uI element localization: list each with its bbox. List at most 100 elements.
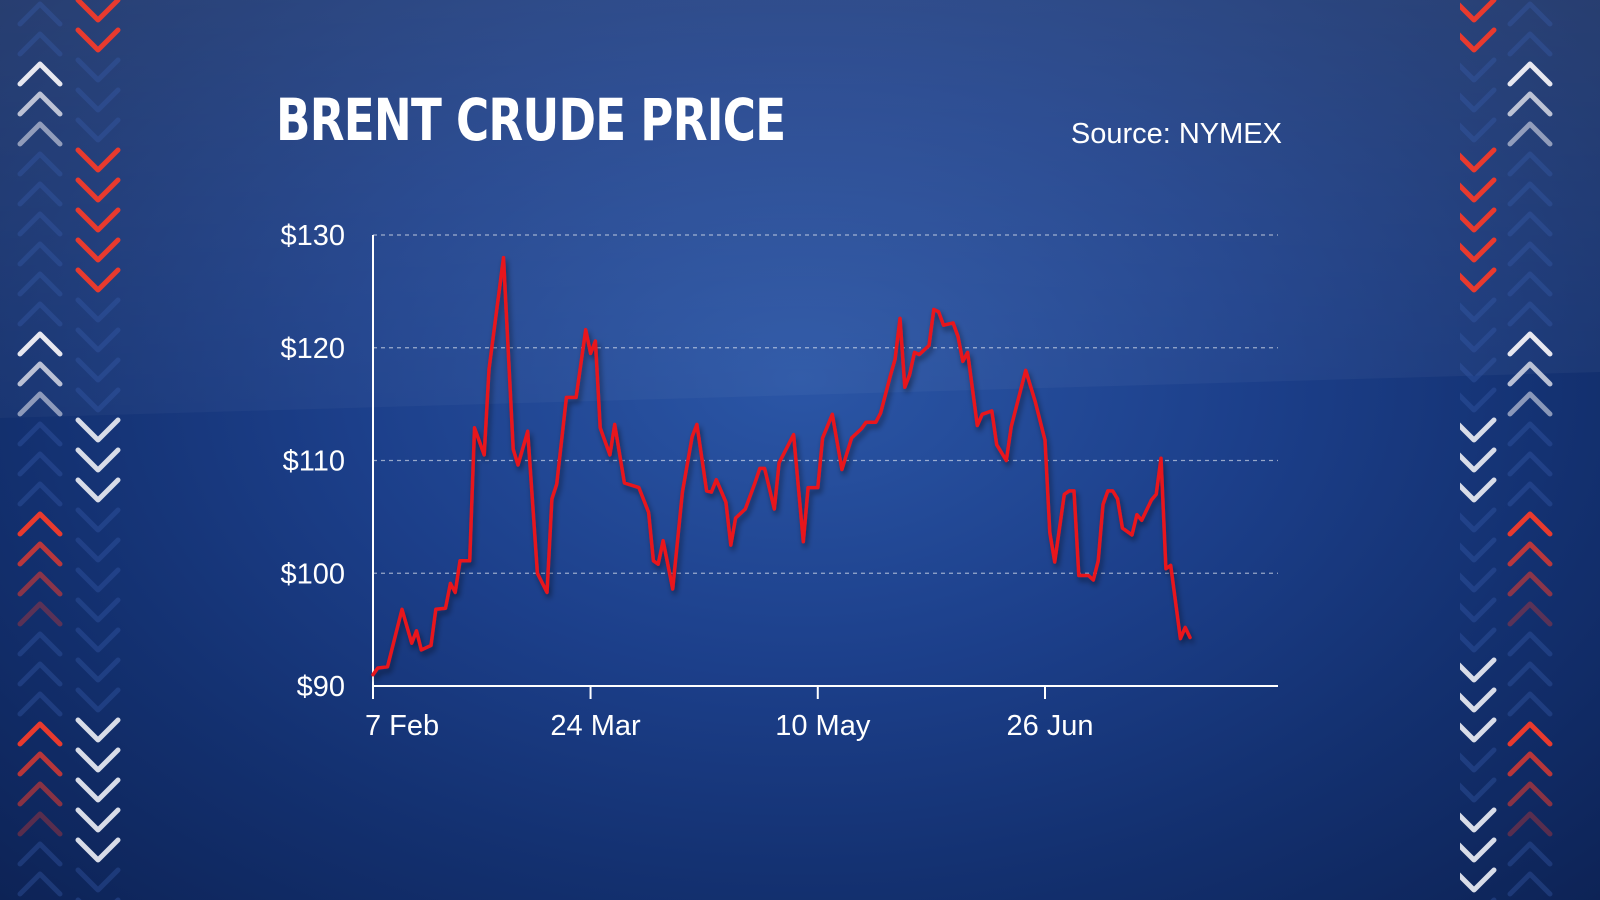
chevron-down-icon [75, 477, 121, 503]
chevron-down-icon [75, 627, 121, 653]
chevron-down-icon [1460, 687, 1497, 713]
chevron-up-icon [17, 391, 63, 417]
series-line [371, 255, 1192, 677]
chevron-down-icon [75, 777, 121, 803]
chevron-down-icon [75, 567, 121, 593]
tick-labels: $90 $100 $110 $120 $130 7 Feb 24 Mar 10 May 26 J… [280, 220, 1093, 742]
chevron-down-icon [75, 507, 121, 533]
chevron-down-icon [1460, 87, 1497, 113]
chevron-up-icon [1507, 31, 1553, 57]
chevron-up-icon [17, 181, 63, 207]
y-tick-label: $130 [280, 220, 345, 252]
chevron-up-icon [17, 151, 63, 177]
chevron-up-icon [17, 1, 63, 27]
chevron-up-icon [17, 61, 63, 87]
chevron-down-icon [75, 657, 121, 683]
chevron-down-icon [1460, 507, 1497, 533]
chevron-up-icon [1507, 721, 1553, 747]
chevron-down-icon [1460, 417, 1497, 443]
chevron-down-icon [75, 597, 121, 623]
chevron-up-icon [17, 661, 63, 687]
chevron-up-icon [17, 271, 63, 297]
chevron-up-icon [1507, 451, 1553, 477]
chevron-up-icon [17, 631, 63, 657]
chevron-up-icon [1507, 481, 1553, 507]
chevron-up-icon [1507, 871, 1553, 897]
chevron-up-icon [1507, 391, 1553, 417]
chevron-down-icon [1460, 657, 1497, 683]
chevron-up-icon [17, 841, 63, 867]
chevron-up-icon [17, 541, 63, 567]
chevron-down-icon [1460, 147, 1497, 173]
chevron-down-icon [75, 147, 121, 173]
y-tick-label: $90 [297, 671, 345, 703]
chevron-down-icon [1460, 807, 1497, 833]
gridlines [373, 234, 1278, 574]
x-tick-label: 24 Mar [550, 710, 641, 742]
chevron-up-icon [1507, 811, 1553, 837]
chevron-down-icon [75, 807, 121, 833]
chevron-up-icon [17, 361, 63, 387]
chevron-up-icon [1507, 661, 1553, 687]
chevron-down-icon [1460, 357, 1497, 383]
chevron-up-icon [17, 691, 63, 717]
chevron-up-icon [17, 121, 63, 147]
chevron-down-icon [75, 0, 121, 23]
chevron-down-icon [75, 357, 121, 383]
chevron-down-icon [75, 27, 121, 53]
chevron-down-icon [75, 237, 121, 263]
chevron-down-icon [1460, 447, 1497, 473]
chevron-up-icon [17, 721, 63, 747]
chevron-up-icon [17, 331, 63, 357]
chevron-down-icon [1460, 57, 1497, 83]
chevron-up-icon [17, 781, 63, 807]
y-tick-label: $100 [280, 558, 345, 590]
chevron-up-icon [1507, 331, 1553, 357]
chevron-up-icon [1507, 301, 1553, 327]
x-tick-label: 7 Feb [365, 710, 439, 742]
chevron-down-icon [75, 87, 121, 113]
chevron-down-icon [75, 717, 121, 743]
left-chevron-decoration [17, 0, 121, 900]
chevron-down-icon [1460, 297, 1497, 323]
chevron-up-icon [1507, 91, 1553, 117]
chevron-up-icon [17, 91, 63, 117]
chevron-down-icon [1460, 387, 1497, 413]
chevron-up-icon [1507, 751, 1553, 777]
chevron-down-icon [1460, 207, 1497, 233]
series-layer [371, 255, 1192, 677]
chevron-up-icon [1507, 121, 1553, 147]
chevron-up-icon [1507, 691, 1553, 717]
chevron-down-icon [75, 297, 121, 323]
axes [372, 235, 1278, 699]
chevron-up-icon [17, 871, 63, 897]
chevron-up-icon [1507, 511, 1553, 537]
chevron-up-icon [1507, 271, 1553, 297]
chevron-down-icon [75, 207, 121, 233]
chevron-down-icon [1460, 597, 1497, 623]
chevron-down-icon [75, 747, 121, 773]
x-tick-label: 26 Jun [1006, 710, 1093, 742]
chevron-up-icon [1507, 541, 1553, 567]
chevron-down-icon [75, 387, 121, 413]
chevron-up-icon [1507, 211, 1553, 237]
chevron-down-icon [1460, 27, 1497, 53]
chevron-up-icon [17, 421, 63, 447]
chevron-up-icon [1507, 361, 1553, 387]
chevron-up-icon [1507, 61, 1553, 87]
chevron-down-icon [1460, 237, 1497, 263]
chevron-up-icon [1507, 421, 1553, 447]
chevron-up-icon [17, 241, 63, 267]
chevron-down-icon [1460, 627, 1497, 653]
chevron-down-icon [1460, 867, 1497, 893]
chevron-down-icon [75, 417, 121, 443]
chevron-down-icon [1460, 837, 1497, 863]
x-tick-label: 10 May [775, 710, 871, 742]
chevron-down-icon [1460, 267, 1497, 293]
chevron-down-icon [1460, 327, 1497, 353]
chevron-down-icon [1460, 747, 1497, 773]
chevron-up-icon [1507, 151, 1553, 177]
chevron-down-icon [75, 687, 121, 713]
